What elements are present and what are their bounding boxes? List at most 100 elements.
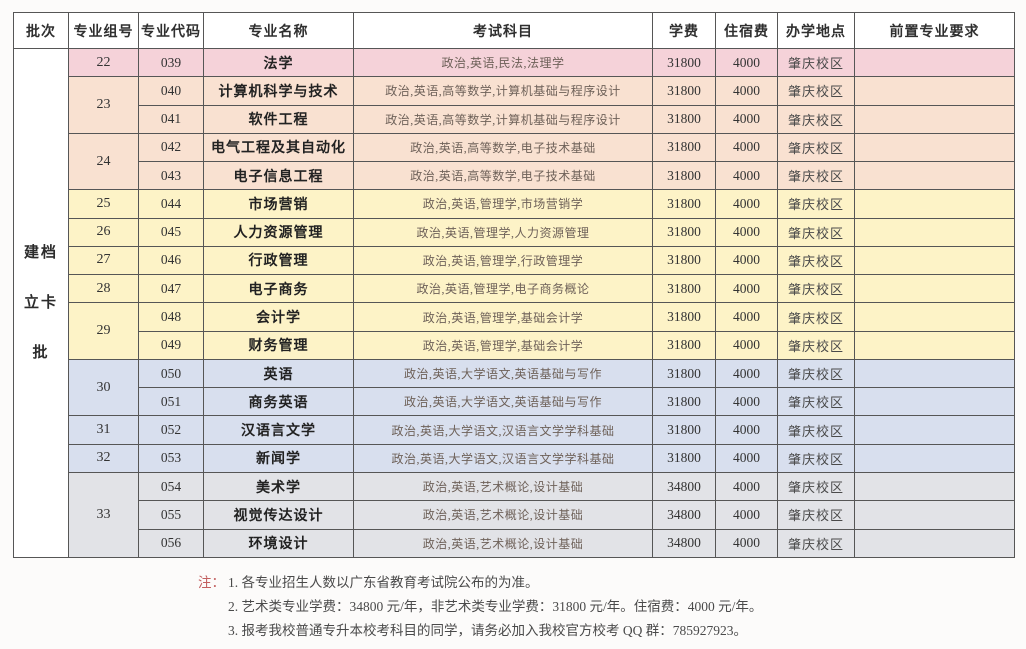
campus-cell: 肇庆校区 — [777, 358, 855, 389]
major-code-cell: 056 — [138, 528, 204, 559]
exam-subjects-cell: 政治,英语,民法,法理学 — [353, 47, 653, 78]
col-header-major-code: 专业代码 — [138, 12, 204, 49]
tuition-cell: 31800 — [652, 76, 716, 106]
campus-cell: 肇庆校区 — [777, 302, 855, 332]
accommodation-fee-cell: 4000 — [715, 500, 778, 530]
major-code-cell: 044 — [138, 189, 204, 219]
campus-cell: 肇庆校区 — [777, 387, 855, 417]
prerequisite-cell — [854, 302, 1015, 332]
note-text-1: 1. 各专业招生人数以广东省教育考试院公布的为准。 — [228, 575, 539, 590]
tuition-cell: 31800 — [652, 387, 716, 417]
majors-table: 批次 专业组号 专业代码 专业名称 考试科目 学费 住宿费 办学地点 前置专业要… — [13, 12, 1015, 559]
table-row: 043 电子信息工程 政治,英语,高等数学,电子技术基础 31800 4000 肇庆校区 — [14, 161, 1015, 191]
note-line-3: 3. 报考我校普通专升本校考科目的同学，请务必加入我校官方校考 QQ 群：785… — [198, 619, 978, 643]
major-name-cell: 英语 — [203, 358, 354, 389]
exam-subjects-cell: 政治,英语,大学语文,英语基础与写作 — [353, 358, 653, 389]
table-body: 建档 立卡批 22 039 法学 政治,英语,民法,法理学 31800 4000 肇庆校区 23 0… — [13, 47, 1015, 559]
group-number-cell: 25 — [68, 189, 139, 219]
exam-subjects-cell: 政治,英语,大学语文,汉语言文学学科基础 — [353, 443, 653, 473]
major-code-cell: 045 — [138, 217, 204, 247]
tuition-cell: 31800 — [652, 245, 716, 276]
campus-cell: 肇庆校区 — [777, 47, 855, 78]
tuition-cell: 31800 — [652, 217, 716, 247]
accommodation-fee-cell: 4000 — [715, 302, 778, 332]
exam-subjects-cell: 政治,英语,艺术概论,设计基础 — [353, 500, 653, 530]
tuition-cell: 31800 — [652, 132, 716, 163]
campus-cell: 肇庆校区 — [777, 471, 855, 502]
prerequisite-cell — [854, 330, 1015, 360]
table-row: 056 环境设计 政治,英语,艺术概论,设计基础 34800 4000 肇庆校区 — [14, 528, 1015, 559]
col-header-major-name: 专业名称 — [203, 12, 354, 49]
tuition-cell: 31800 — [652, 189, 716, 219]
table-row: 27 046 行政管理 政治,英语,管理学,行政管理学 31800 4000 肇庆校区 — [14, 245, 1015, 276]
exam-subjects-cell: 政治,英语,大学语文,英语基础与写作 — [353, 387, 653, 417]
table-row: 041 软件工程 政治,英语,高等数学,计算机基础与程序设计 31800 4000 肇庆校… — [14, 104, 1015, 134]
accommodation-fee-cell: 4000 — [715, 132, 778, 163]
major-code-cell: 049 — [138, 330, 204, 360]
exam-subjects-cell: 政治,英语,艺术概论,设计基础 — [353, 471, 653, 502]
campus-cell: 肇庆校区 — [777, 415, 855, 445]
batch-cell: 建档 立卡批 — [13, 48, 69, 558]
tuition-cell: 34800 — [652, 528, 716, 559]
major-name-cell: 环境设计 — [203, 528, 354, 559]
major-name-cell: 计算机科学与技术 — [203, 76, 354, 106]
exam-subjects-cell: 政治,英语,大学语文,汉语言文学学科基础 — [353, 415, 653, 445]
accommodation-fee-cell: 4000 — [715, 161, 778, 191]
exam-subjects-cell: 政治,英语,管理学,市场营销学 — [353, 189, 653, 219]
prerequisite-cell — [854, 104, 1015, 134]
group-number-cell: 30 — [68, 358, 139, 417]
table-row: 055 视觉传达设计 政治,英语,艺术概论,设计基础 34800 4000 肇庆校区 — [14, 500, 1015, 530]
major-name-cell: 会计学 — [203, 302, 354, 332]
exam-subjects-cell: 政治,英语,管理学,电子商务概论 — [353, 274, 653, 304]
group-number-cell: 26 — [68, 217, 139, 247]
exam-subjects-cell: 政治,英语,管理学,人力资源管理 — [353, 217, 653, 247]
group-number-cell: 23 — [68, 76, 139, 134]
col-header-group-number: 专业组号 — [68, 12, 139, 49]
col-header-batch: 批次 — [13, 12, 69, 49]
campus-cell: 肇庆校区 — [777, 330, 855, 360]
campus-cell: 肇庆校区 — [777, 132, 855, 163]
table-row: 24 042 电气工程及其自动化 政治,英语,高等数学,电子技术基础 31800 4000… — [14, 132, 1015, 191]
campus-cell: 肇庆校区 — [777, 104, 855, 134]
table-row: 31 052 汉语言文学 政治,英语,大学语文,汉语言文学学科基础 31800 4000 肇… — [14, 415, 1015, 445]
accommodation-fee-cell: 4000 — [715, 471, 778, 502]
major-code-cell: 053 — [138, 443, 204, 473]
table-row: 23 040 计算机科学与技术 政治,英语,高等数学,计算机基础与程序设计 31800 4… — [14, 76, 1015, 134]
accommodation-fee-cell: 4000 — [715, 443, 778, 473]
prerequisite-cell — [854, 500, 1015, 530]
major-name-cell: 电子信息工程 — [203, 161, 354, 191]
group-number-cell: 29 — [68, 302, 139, 360]
accommodation-fee-cell: 4000 — [715, 76, 778, 106]
prerequisite-cell — [854, 443, 1015, 473]
campus-cell: 肇庆校区 — [777, 189, 855, 219]
major-name-cell: 电气工程及其自动化 — [203, 132, 354, 163]
col-header-accommodation-fee: 住宿费 — [715, 12, 778, 49]
major-code-cell: 041 — [138, 104, 204, 134]
note-line-2: 2. 艺术类专业学费：34800 元/年，非艺术类专业学费：31800 元/年。… — [198, 595, 978, 619]
tuition-cell: 31800 — [652, 274, 716, 304]
table-row: 建档 立卡批 22 039 法学 政治,英语,民法,法理学 31800 4000 肇庆校区 — [13, 47, 1015, 558]
tuition-cell: 31800 — [652, 161, 716, 191]
major-name-cell: 行政管理 — [203, 245, 354, 276]
tuition-cell: 34800 — [652, 471, 716, 502]
prerequisite-cell — [854, 358, 1015, 389]
major-code-cell: 052 — [138, 415, 204, 445]
table-row: 30 050 英语 政治,英语,大学语文,英语基础与写作 31800 4000 肇庆校区 — [14, 358, 1015, 417]
table-row: 051 商务英语 政治,英语,大学语文,英语基础与写作 31800 4000 肇庆校区 — [14, 387, 1015, 417]
tuition-cell: 31800 — [652, 104, 716, 134]
tuition-cell: 34800 — [652, 500, 716, 530]
major-name-cell: 软件工程 — [203, 104, 354, 134]
col-header-campus: 办学地点 — [777, 12, 855, 49]
group-number-cell: 33 — [68, 471, 139, 559]
major-code-cell: 055 — [138, 500, 204, 530]
major-code-cell: 051 — [138, 387, 204, 417]
group-number-cell: 28 — [68, 274, 139, 304]
accommodation-fee-cell: 4000 — [715, 358, 778, 389]
exam-subjects-cell: 政治,英语,管理学,行政管理学 — [353, 245, 653, 276]
prerequisite-cell — [854, 471, 1015, 502]
major-name-cell: 视觉传达设计 — [203, 500, 354, 530]
prerequisite-cell — [854, 274, 1015, 304]
table-row: 28 047 电子商务 政治,英语,管理学,电子商务概论 31800 4000 肇庆校区 — [14, 274, 1015, 304]
prerequisite-cell — [854, 132, 1015, 163]
table-row: 32 053 新闻学 政治,英语,大学语文,汉语言文学学科基础 31800 4000 肇庆校… — [14, 443, 1015, 473]
